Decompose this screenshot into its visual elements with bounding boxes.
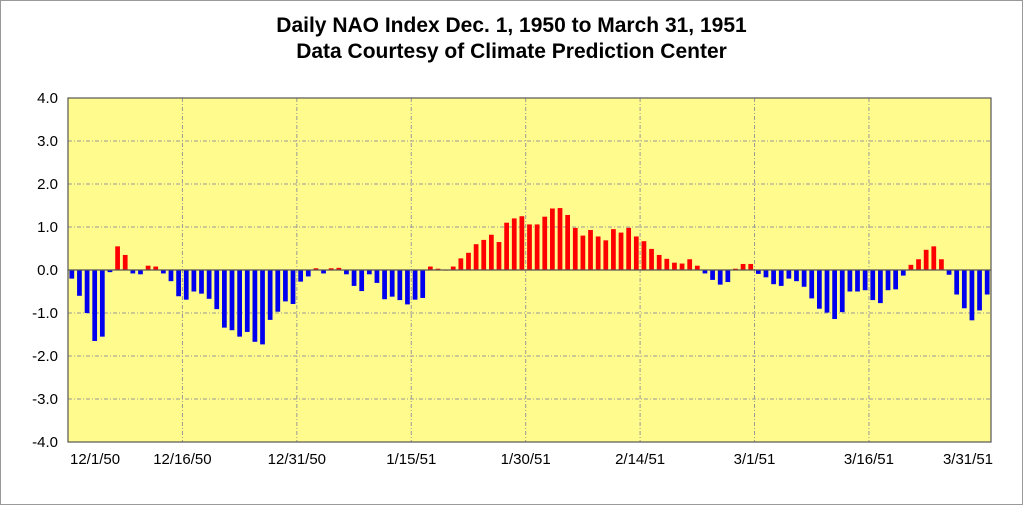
svg-text:1/15/51: 1/15/51: [386, 451, 436, 468]
svg-text:3/1/51: 3/1/51: [734, 451, 776, 468]
svg-text:4.0: 4.0: [37, 90, 58, 107]
svg-text:-1.0: -1.0: [32, 305, 58, 322]
svg-text:3/16/51: 3/16/51: [844, 451, 894, 468]
svg-text:2.0: 2.0: [37, 176, 58, 193]
svg-text:3.0: 3.0: [37, 133, 58, 150]
svg-text:2/14/51: 2/14/51: [615, 451, 665, 468]
svg-text:12/31/50: 12/31/50: [268, 451, 326, 468]
svg-text:3/31/51: 3/31/51: [943, 451, 993, 468]
svg-text:-2.0: -2.0: [32, 348, 58, 365]
svg-text:-4.0: -4.0: [32, 434, 58, 451]
svg-text:12/16/50: 12/16/50: [153, 451, 211, 468]
svg-text:1.0: 1.0: [37, 219, 58, 236]
svg-text:0.0: 0.0: [37, 262, 58, 279]
svg-text:12/1/50: 12/1/50: [70, 451, 120, 468]
svg-text:1/30/51: 1/30/51: [501, 451, 551, 468]
svg-text:-3.0: -3.0: [32, 391, 58, 408]
